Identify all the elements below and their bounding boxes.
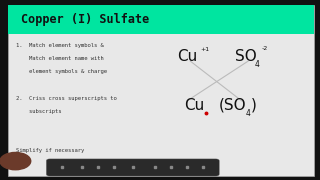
Text: Match element name with: Match element name with	[16, 56, 104, 61]
FancyBboxPatch shape	[46, 159, 219, 176]
Text: Cu: Cu	[178, 49, 198, 64]
Text: 1.  Match element symbols &: 1. Match element symbols &	[16, 43, 104, 48]
Text: +1: +1	[201, 47, 210, 52]
Text: 2.  Criss cross superscripts to: 2. Criss cross superscripts to	[16, 96, 117, 101]
Text: (SO: (SO	[219, 98, 247, 113]
Text: SO: SO	[235, 49, 257, 64]
Text: Cu: Cu	[184, 98, 204, 113]
Text: subscripts: subscripts	[16, 109, 61, 114]
Text: Simplify if necessary: Simplify if necessary	[16, 148, 84, 153]
Text: Copper (I) Sulfate: Copper (I) Sulfate	[21, 13, 149, 26]
Text: element symbols & charge: element symbols & charge	[16, 69, 107, 75]
Circle shape	[0, 152, 31, 170]
Text: ): )	[251, 98, 256, 113]
Text: 4: 4	[246, 109, 251, 118]
Bar	[8, 4, 314, 34]
Text: 4: 4	[255, 60, 260, 69]
Text: -2: -2	[262, 46, 268, 51]
